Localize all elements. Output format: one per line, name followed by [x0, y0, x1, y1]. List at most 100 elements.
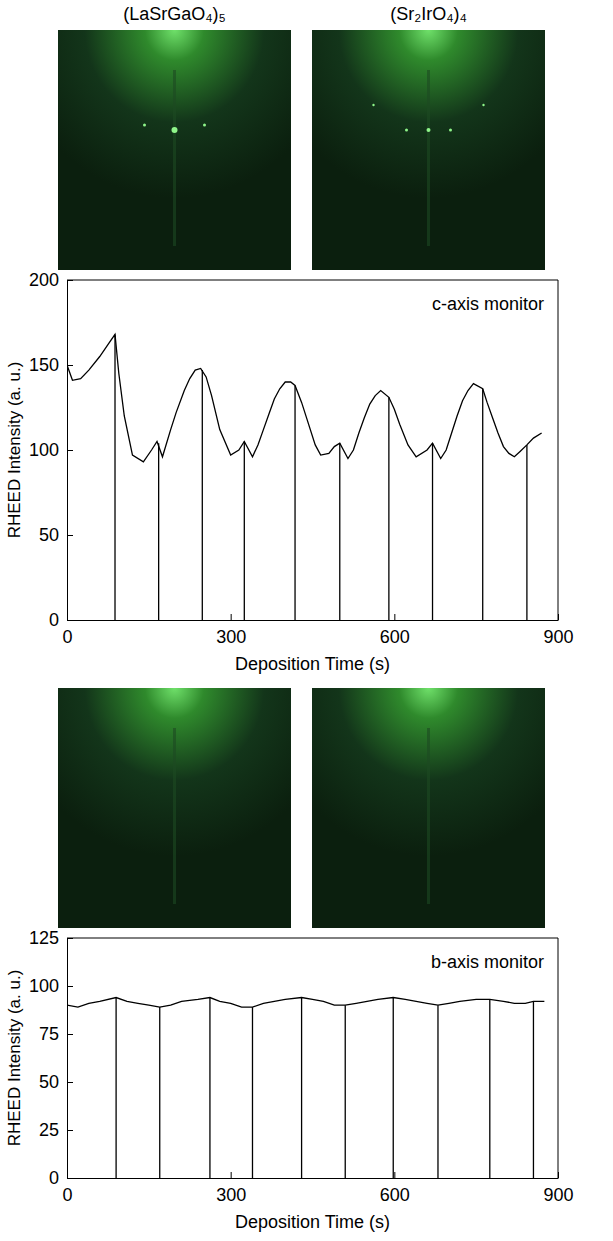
- y-tick: 0: [49, 610, 73, 630]
- y-tick-mark: [67, 1082, 73, 1083]
- image-title: (Sr₂IrO₄)₄: [390, 4, 467, 24]
- annotation: b-axis monitor: [431, 952, 544, 972]
- y-tick-label: 150: [29, 355, 59, 375]
- y-tick-mark: [67, 280, 73, 281]
- y-tick: 100: [29, 440, 73, 460]
- y-tick-mark: [67, 986, 73, 987]
- x-axis: 0 300 600 900: [62, 614, 573, 647]
- diffraction-spot: [203, 124, 206, 127]
- y-tick-mark: [67, 450, 73, 451]
- diffraction-spot: [427, 128, 431, 132]
- y-tick-mark: [67, 1178, 73, 1179]
- y-tick-label: 100: [29, 976, 59, 996]
- x-tick: 900: [543, 1172, 573, 1205]
- y-tick: 75: [39, 1024, 73, 1044]
- y-tick-label: 25: [39, 1120, 59, 1140]
- x-axis-line: [68, 1178, 559, 1179]
- y-tick-label: 50: [39, 1072, 59, 1092]
- y-tick-mark: [67, 535, 73, 536]
- x-tick-mark: [558, 1172, 559, 1178]
- rheed-image: [312, 688, 545, 928]
- x-tick: 300: [216, 1172, 246, 1205]
- plot-marks: [67, 334, 542, 620]
- x-axis-line: [68, 620, 559, 621]
- y-tick-mark: [67, 620, 73, 621]
- x-tick: 300: [216, 614, 246, 647]
- x-tick-mark: [394, 614, 395, 620]
- x-tick-label: 900: [543, 627, 573, 647]
- y-axis: 0 25 50 75 100 125: [29, 928, 73, 1188]
- y-tick-mark: [67, 938, 73, 939]
- x-tick-mark: [394, 1172, 395, 1178]
- switch-line: [437, 1005, 438, 1178]
- x-tick-label: 600: [380, 627, 410, 647]
- diffraction-spot: [449, 129, 452, 132]
- rheed-screen: [312, 688, 545, 928]
- y-axis-line: [67, 939, 68, 1179]
- streak: [173, 728, 176, 904]
- y-tick-label: 0: [49, 1168, 59, 1188]
- switch-line: [244, 442, 245, 621]
- switch-line: [115, 998, 116, 1178]
- y-tick: 150: [29, 355, 73, 375]
- y-tick-label: 200: [29, 270, 59, 290]
- switch-line: [114, 334, 115, 620]
- intensity-line: [67, 998, 544, 1008]
- x-tick-label: 600: [380, 1185, 410, 1205]
- switch-line: [533, 1001, 534, 1178]
- switch-line: [202, 370, 203, 620]
- x-tick-label: 0: [62, 627, 72, 647]
- y-tick: 25: [39, 1120, 73, 1140]
- x-tick: 600: [380, 1172, 410, 1205]
- x-tick-mark: [558, 614, 559, 620]
- switch-line: [301, 998, 302, 1178]
- switch-line: [339, 443, 340, 620]
- y-tick-label: 75: [39, 1024, 59, 1044]
- annotation: c-axis monitor: [432, 294, 544, 314]
- y-tick-label: 0: [49, 610, 59, 630]
- rheed-image: [58, 30, 291, 270]
- y-tick: 100: [29, 976, 73, 996]
- switch-line: [345, 1005, 346, 1178]
- y-axis-title: RHEED Intensity (a. u.): [5, 970, 24, 1147]
- x-tick: 900: [543, 614, 573, 647]
- switch-line: [294, 385, 295, 620]
- switch-line: [158, 443, 159, 620]
- streak: [427, 70, 430, 246]
- x-tick-label: 300: [216, 1185, 246, 1205]
- y-tick-mark: [67, 1034, 73, 1035]
- frame: [67, 280, 558, 281]
- diffraction-spot: [482, 104, 484, 106]
- y-tick-mark: [67, 1130, 73, 1131]
- diffraction-spot: [143, 124, 146, 127]
- y-axis: 0 50 100 150 200: [29, 270, 73, 630]
- x-axis-title: Deposition Time (s): [235, 654, 390, 674]
- frame: [558, 280, 559, 620]
- diffraction-spot: [405, 129, 408, 132]
- x-tick-mark: [231, 614, 232, 620]
- y-tick: 50: [39, 1072, 73, 1092]
- chart: 0 300 600 900 0 50 100 150 200 c-axis monitor Depo…: [5, 270, 574, 674]
- x-axis: 0300600900: [62, 1172, 573, 1205]
- switch-line: [388, 397, 389, 620]
- plot-marks: [67, 998, 544, 1178]
- streak: [173, 70, 176, 246]
- frame: [558, 938, 559, 1178]
- rheed-screen: [58, 30, 291, 270]
- y-tick: 200: [29, 270, 73, 290]
- switch-line: [526, 445, 527, 620]
- rheed-screen: [312, 30, 545, 270]
- rheed-image: [312, 30, 545, 270]
- switch-line: [393, 998, 394, 1178]
- x-tick-mark: [231, 1172, 232, 1178]
- y-tick-label: 50: [39, 525, 59, 545]
- y-tick-label: 100: [29, 440, 59, 460]
- switch-line: [432, 443, 433, 620]
- y-tick: 125: [29, 928, 73, 948]
- switch-line: [489, 999, 490, 1178]
- rheed-image: [58, 688, 291, 928]
- y-axis-title: RHEED Intensity (a. u.): [5, 362, 24, 539]
- y-tick: 0: [49, 1168, 73, 1188]
- x-tick: 600: [380, 614, 410, 647]
- image-title: (LaSrGaO₄)₅: [123, 4, 226, 24]
